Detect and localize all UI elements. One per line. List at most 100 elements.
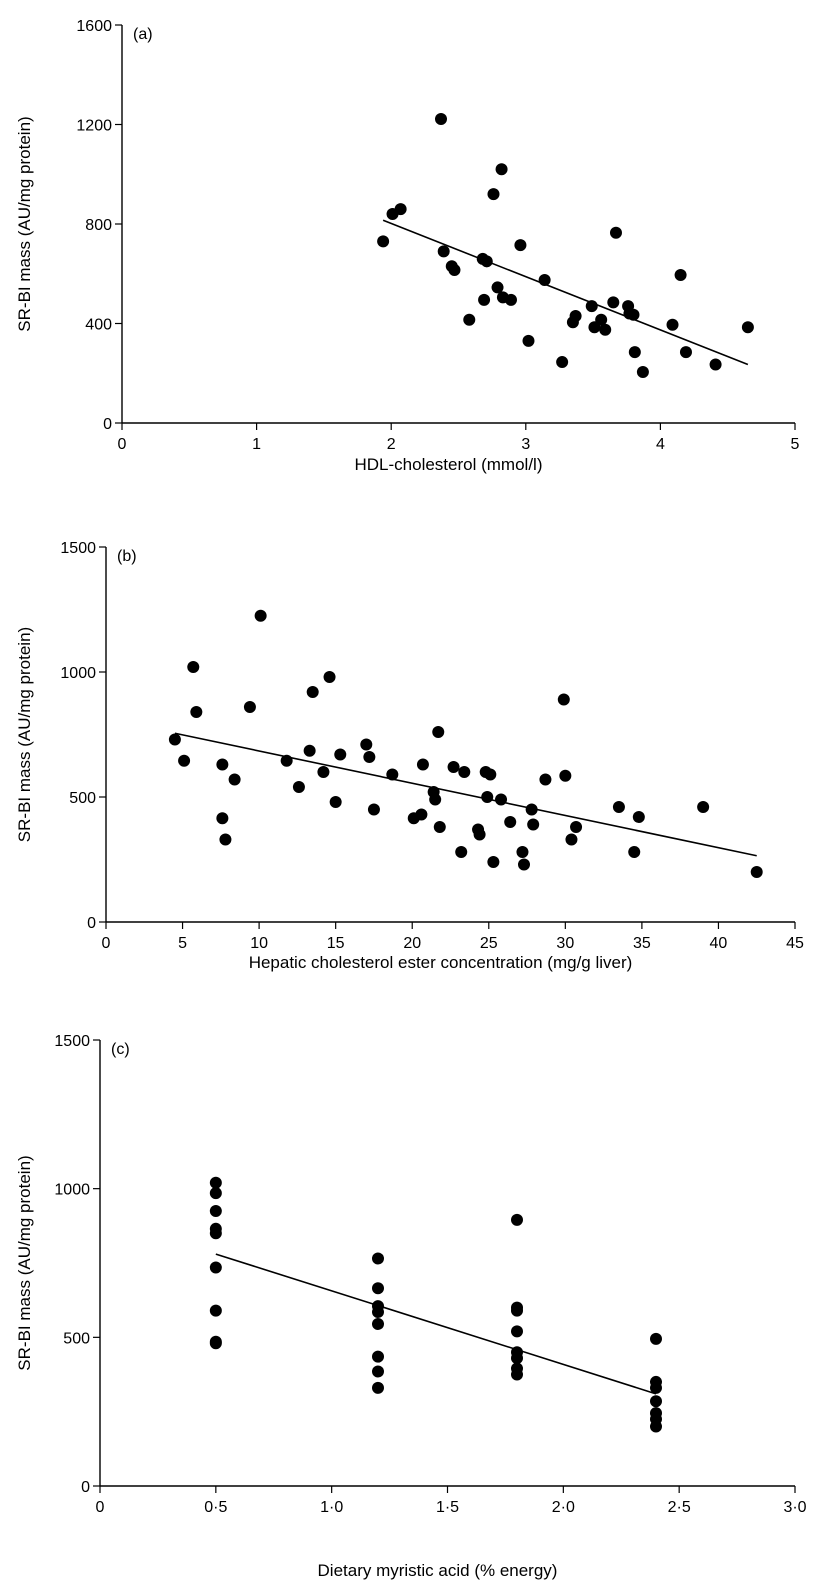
y-tick-label: 1500	[54, 1033, 90, 1050]
data-point	[437, 245, 450, 258]
data-point	[709, 358, 722, 371]
x-tick-label: 5	[178, 935, 187, 952]
y-axis-title: SR-BI mass (AU/mg protein)	[15, 1155, 34, 1370]
data-point	[504, 816, 517, 828]
data-point	[448, 264, 461, 277]
y-tick-label: 400	[85, 317, 112, 334]
x-tick-label: 2·5	[668, 1499, 691, 1516]
data-point	[209, 1227, 222, 1240]
panel-b: 0 500 1000 1500 0 5 10 15 20 25 30 35 40 45 (b) Hepatic…	[15, 540, 804, 972]
data-point	[168, 733, 181, 746]
data-point	[495, 793, 508, 806]
data-point	[209, 1176, 222, 1189]
y-tick-label: 1200	[76, 118, 112, 135]
x-tick-label: 0	[118, 436, 127, 453]
regression-line	[215, 1253, 657, 1395]
data-point	[372, 1350, 384, 1363]
data-point	[228, 773, 241, 786]
data-point	[595, 313, 608, 326]
data-point	[363, 751, 376, 763]
data-point	[511, 1213, 523, 1226]
x-tick-label: 0	[102, 935, 111, 952]
data-point	[216, 758, 229, 771]
data-point	[190, 706, 203, 718]
data-point	[334, 748, 347, 761]
data-point	[317, 766, 330, 778]
x-tick-label: 3·0	[783, 1499, 806, 1516]
x-tick-label: 45	[786, 935, 804, 952]
data-point	[455, 846, 468, 858]
data-point	[372, 1282, 384, 1295]
data-point	[559, 769, 572, 782]
data-point	[187, 661, 200, 673]
data-point	[636, 366, 649, 379]
data-point	[303, 744, 316, 757]
panel-label: (c)	[111, 1041, 130, 1058]
data-point	[219, 833, 232, 846]
x-tick-label: 1·5	[436, 1499, 459, 1516]
data-point	[585, 300, 598, 313]
x-tick-label: 20	[403, 935, 421, 952]
data-point	[495, 163, 508, 176]
data-point	[666, 318, 679, 331]
data-point	[481, 791, 494, 803]
y-tick-label: 1000	[60, 665, 96, 682]
y-tick-label: 0	[81, 1479, 90, 1496]
data-point	[514, 239, 527, 252]
data-point	[557, 693, 570, 706]
data-point	[209, 1187, 222, 1200]
y-axis-title: SR-BI mass (AU/mg protein)	[15, 627, 34, 842]
data-point	[697, 801, 710, 813]
data-point	[491, 281, 504, 294]
data-point	[570, 821, 583, 833]
data-point	[650, 1332, 662, 1345]
data-point	[628, 846, 641, 858]
data-point	[372, 1252, 384, 1265]
data-point	[632, 811, 645, 823]
x-tick-label: 5	[791, 436, 800, 453]
data-point	[463, 313, 476, 326]
data-point	[627, 308, 640, 321]
data-point	[372, 1317, 384, 1330]
x-tick-label: 15	[327, 935, 345, 952]
x-axis-title: Hepatic cholesterol ester concentration …	[249, 953, 633, 972]
data-point	[612, 801, 625, 813]
data-point	[487, 856, 500, 868]
x-tick-label: 0·5	[204, 1499, 227, 1516]
data-point	[415, 808, 428, 821]
x-tick-label: 4	[656, 436, 665, 453]
y-tick-label: 0	[87, 915, 96, 932]
x-tick-label: 10	[250, 935, 268, 952]
data-point	[628, 346, 641, 359]
x-tick-label: 3	[521, 436, 530, 453]
data-point	[254, 609, 267, 622]
data-point	[539, 773, 552, 786]
panel-label: (a)	[133, 26, 153, 43]
data-point	[679, 346, 692, 359]
x-axis-title: HDL-cholesterol (mmol/l)	[355, 455, 543, 474]
y-tick-label: 1000	[54, 1182, 90, 1199]
y-tick-label: 1600	[76, 18, 112, 35]
x-axis-title: Dietary myristic acid (% energy)	[318, 1561, 558, 1580]
x-tick-label: 1	[252, 436, 261, 453]
data-point	[435, 113, 448, 126]
y-tick-label: 1500	[60, 540, 96, 557]
y-tick-label: 500	[69, 790, 96, 807]
data-point	[416, 758, 429, 771]
data-point	[516, 846, 529, 858]
data-point	[243, 701, 256, 713]
data-point	[750, 866, 763, 878]
data-point	[209, 1304, 222, 1317]
data-point	[386, 768, 399, 781]
panel-a: 0 400 800 1200 1600 0 1 2 3 4 5 (a) HDL-cholesterol …	[15, 18, 800, 474]
y-axis-title: SR-BI mass (AU/mg protein)	[15, 116, 34, 331]
data-point	[674, 268, 687, 281]
x-tick-label: 2·0	[552, 1499, 575, 1516]
data-point	[447, 761, 460, 773]
data-point	[372, 1381, 384, 1394]
panel-label: (b)	[117, 548, 137, 565]
data-point	[323, 671, 336, 683]
data-point	[556, 356, 569, 369]
data-point	[565, 833, 578, 846]
